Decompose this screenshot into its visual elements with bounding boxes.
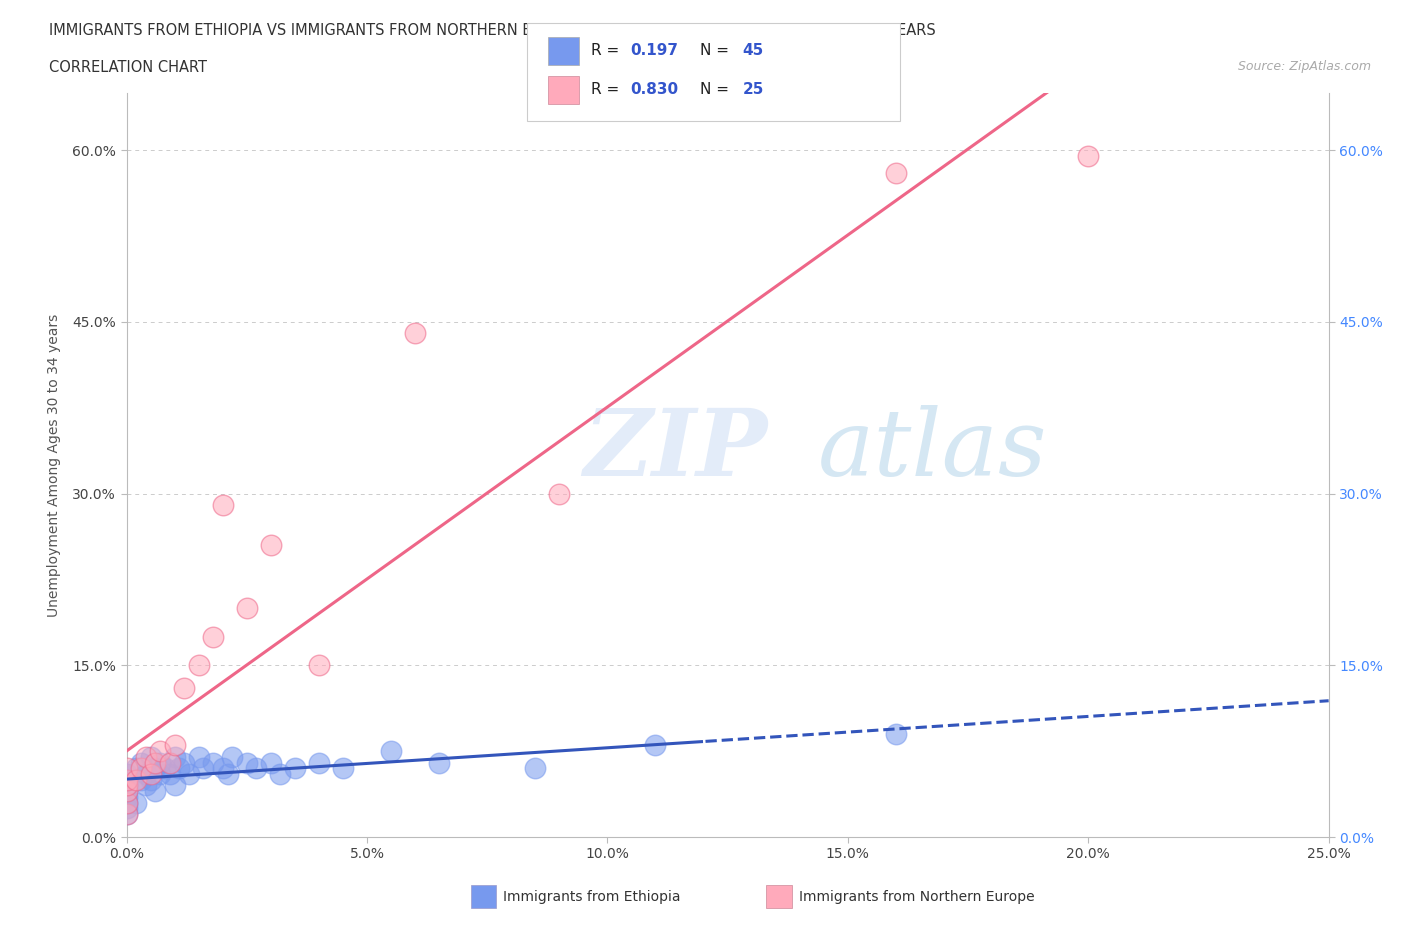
- Point: [380, 744, 402, 759]
- Text: 45: 45: [742, 44, 763, 59]
- Text: Source: ZipAtlas.com: Source: ZipAtlas.com: [1237, 60, 1371, 73]
- Y-axis label: Unemployment Among Ages 30 to 34 years: Unemployment Among Ages 30 to 34 years: [48, 313, 60, 617]
- Point: [211, 498, 233, 512]
- Point: [145, 755, 167, 770]
- Point: [177, 766, 200, 781]
- Point: [135, 778, 157, 793]
- Point: [404, 326, 426, 340]
- Point: [125, 761, 148, 776]
- Point: [115, 761, 138, 776]
- Point: [427, 755, 450, 770]
- Point: [644, 738, 666, 753]
- Point: [149, 744, 172, 759]
- Point: [115, 795, 138, 810]
- Point: [173, 755, 195, 770]
- Point: [115, 795, 138, 810]
- Point: [202, 630, 225, 644]
- Point: [193, 761, 215, 776]
- Point: [202, 755, 225, 770]
- Point: [115, 778, 138, 793]
- Point: [115, 772, 138, 787]
- Point: [1077, 149, 1099, 164]
- Point: [129, 772, 152, 787]
- Text: Immigrants from Ethiopia: Immigrants from Ethiopia: [503, 889, 681, 904]
- Point: [308, 658, 330, 672]
- Point: [159, 766, 181, 781]
- Point: [548, 486, 571, 501]
- Point: [125, 795, 148, 810]
- Point: [221, 750, 243, 764]
- Point: [159, 755, 181, 770]
- Point: [125, 772, 148, 787]
- Point: [187, 658, 209, 672]
- Point: [115, 778, 138, 793]
- Point: [187, 750, 209, 764]
- Point: [139, 772, 162, 787]
- Point: [308, 755, 330, 770]
- Point: [163, 738, 186, 753]
- Point: [524, 761, 547, 776]
- Point: [139, 750, 162, 764]
- Text: R =: R =: [591, 82, 619, 97]
- Point: [235, 601, 259, 616]
- Point: [115, 766, 138, 781]
- Point: [115, 801, 138, 816]
- Point: [163, 750, 186, 764]
- Point: [135, 750, 157, 764]
- Point: [217, 766, 239, 781]
- Point: [115, 806, 138, 821]
- Point: [884, 166, 907, 180]
- Point: [211, 761, 233, 776]
- Point: [129, 761, 152, 776]
- Point: [884, 726, 907, 741]
- Point: [260, 538, 283, 552]
- Point: [115, 784, 138, 799]
- Text: atlas: atlas: [818, 405, 1047, 495]
- Point: [173, 681, 195, 696]
- Point: [135, 766, 157, 781]
- Point: [332, 761, 354, 776]
- Point: [139, 766, 162, 781]
- Point: [115, 806, 138, 821]
- Point: [145, 784, 167, 799]
- Point: [153, 761, 176, 776]
- Text: 0.830: 0.830: [630, 82, 678, 97]
- Point: [149, 766, 172, 781]
- Text: Immigrants from Northern Europe: Immigrants from Northern Europe: [799, 889, 1035, 904]
- Text: IMMIGRANTS FROM ETHIOPIA VS IMMIGRANTS FROM NORTHERN EUROPE UNEMPLOYMENT AMONG A: IMMIGRANTS FROM ETHIOPIA VS IMMIGRANTS F…: [49, 23, 936, 38]
- Point: [245, 761, 267, 776]
- Point: [169, 761, 191, 776]
- Point: [115, 790, 138, 804]
- Point: [115, 784, 138, 799]
- Point: [115, 772, 138, 787]
- Text: 25: 25: [742, 82, 763, 97]
- Point: [260, 755, 283, 770]
- Text: 0.197: 0.197: [630, 44, 678, 59]
- Point: [269, 766, 291, 781]
- Text: R =: R =: [591, 44, 619, 59]
- Text: CORRELATION CHART: CORRELATION CHART: [49, 60, 207, 75]
- Text: N =: N =: [700, 44, 730, 59]
- Point: [284, 761, 307, 776]
- Point: [145, 761, 167, 776]
- Point: [163, 778, 186, 793]
- Text: N =: N =: [700, 82, 730, 97]
- Point: [129, 755, 152, 770]
- Point: [149, 755, 172, 770]
- Point: [235, 755, 259, 770]
- Text: ZIP: ZIP: [583, 405, 768, 495]
